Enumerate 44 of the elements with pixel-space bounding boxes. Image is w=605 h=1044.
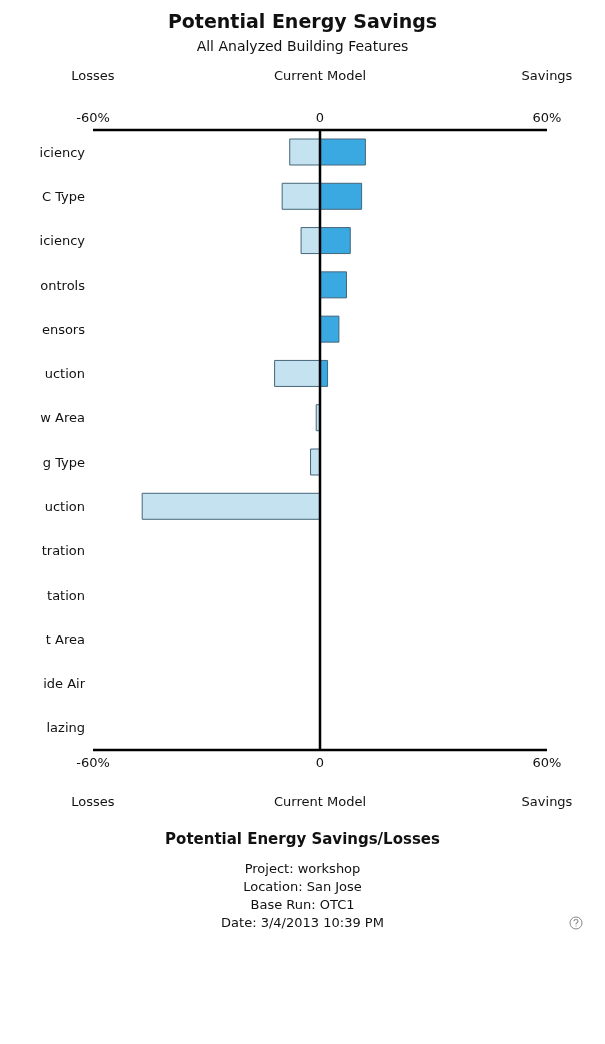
bar: [319, 271, 347, 299]
bar: [300, 227, 321, 255]
bar: [310, 448, 321, 476]
bar: [289, 138, 321, 166]
text: Base Run: OTC1: [249, 896, 356, 914]
text: Date: 3/4/2013 10:39 PM: [220, 914, 385, 932]
y-tick-label: tation: [47, 587, 85, 603]
text: Current Model: [274, 794, 366, 809]
bar: [281, 182, 321, 210]
y-tick-label: uction: [44, 366, 85, 382]
y-tick-label: lazing: [46, 720, 85, 736]
y-tick-label: uction: [44, 499, 85, 515]
y-tick-label: t Area: [45, 631, 85, 647]
y-tick-label: ide Air: [43, 676, 86, 692]
bar: [319, 138, 366, 166]
y-tick-label: C Type: [41, 189, 85, 205]
y-tick-label: g Type: [42, 454, 85, 470]
bar: [274, 359, 321, 387]
x2-tick-label: -60%: [76, 755, 110, 771]
y-tick-label: tration: [41, 543, 85, 559]
text: Project: workshop: [243, 860, 362, 878]
x2-tick-label: 60%: [532, 755, 562, 771]
bar: [141, 492, 321, 520]
y-tick-label: ensors: [41, 321, 86, 337]
text: Location: San Jose: [242, 878, 363, 896]
chart-title: Potential Energy Savings: [166, 10, 439, 32]
x-axis-title: Potential Energy Savings/Losses: [164, 830, 441, 848]
x2-tick-label: 0: [315, 755, 325, 771]
x-tick-label: 0: [315, 110, 325, 125]
x-tick-label: -60%: [76, 110, 110, 125]
bar: [319, 227, 351, 255]
y-tick-label: ontrols: [40, 277, 86, 293]
x-tick-label: 60%: [532, 110, 562, 125]
chart-subtitle: All Analyzed Building Features: [195, 38, 410, 54]
bar: [319, 315, 340, 343]
text: Savings: [521, 794, 573, 809]
y-tick-label: iciency: [39, 233, 86, 249]
text: Losses: [71, 794, 115, 809]
y-tick-label: iciency: [39, 144, 86, 160]
bar: [319, 182, 363, 210]
text: Losses: [71, 68, 115, 83]
text: Current Model: [274, 68, 366, 83]
y-tick-label: w Area: [40, 410, 85, 426]
text: Savings: [521, 68, 573, 83]
